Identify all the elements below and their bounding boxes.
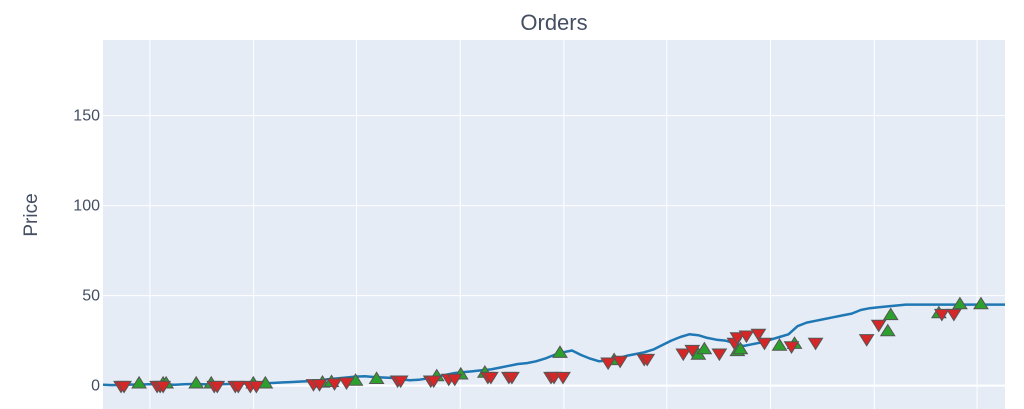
sell-marker — [446, 373, 463, 387]
buy-marker — [188, 375, 205, 389]
sell-marker — [209, 380, 226, 394]
sell-marker — [858, 334, 875, 347]
buy-marker — [882, 307, 899, 321]
series-layer — [102, 296, 1005, 394]
buy-marker — [368, 371, 385, 384]
y-tick-label: 100 — [73, 198, 100, 215]
y-tick-labels: 0 50 100 150 — [73, 108, 100, 395]
plot-area — [103, 40, 1005, 409]
buy-marker — [732, 341, 749, 355]
sell-marker — [870, 319, 887, 333]
sell-marker — [612, 355, 629, 369]
sell-marker — [738, 330, 755, 344]
y-tick-label: 50 — [82, 288, 100, 305]
buy-marker — [879, 323, 896, 337]
sell-marker — [756, 337, 773, 351]
sell-marker — [945, 308, 962, 322]
sell-marker — [807, 337, 824, 351]
sell-marker — [933, 308, 950, 322]
buy-marker — [131, 375, 147, 389]
buy-marker — [973, 296, 989, 310]
y-axis-label: Price — [21, 193, 42, 236]
sell-marker — [155, 380, 172, 394]
sell-marker — [326, 378, 343, 391]
sell-marker — [600, 357, 617, 371]
sell-marker — [425, 375, 442, 389]
sell-marker — [248, 380, 265, 394]
sell-marker — [711, 348, 728, 362]
y-tick-label: 0 — [91, 378, 100, 395]
sell-marker — [504, 371, 520, 385]
sell-marker — [338, 377, 355, 390]
sell-marker — [116, 380, 132, 394]
sell-marker — [729, 332, 746, 345]
sell-marker — [311, 379, 328, 392]
buy-marker — [696, 341, 713, 355]
sell-marker — [639, 353, 656, 367]
chart-title: Orders — [520, 10, 587, 35]
sell-marker — [675, 348, 692, 362]
sell-marker — [392, 375, 409, 389]
sell-marker — [230, 380, 247, 394]
buy-marker — [951, 296, 968, 310]
sell-marker — [684, 344, 701, 358]
sell-marker — [482, 371, 499, 385]
buy-marker — [552, 345, 568, 358]
sell-marker — [555, 371, 571, 385]
buy-marker — [771, 338, 788, 351]
sell-marker — [750, 328, 767, 342]
y-tick-label: 150 — [73, 108, 100, 125]
sell-marker — [783, 341, 800, 354]
